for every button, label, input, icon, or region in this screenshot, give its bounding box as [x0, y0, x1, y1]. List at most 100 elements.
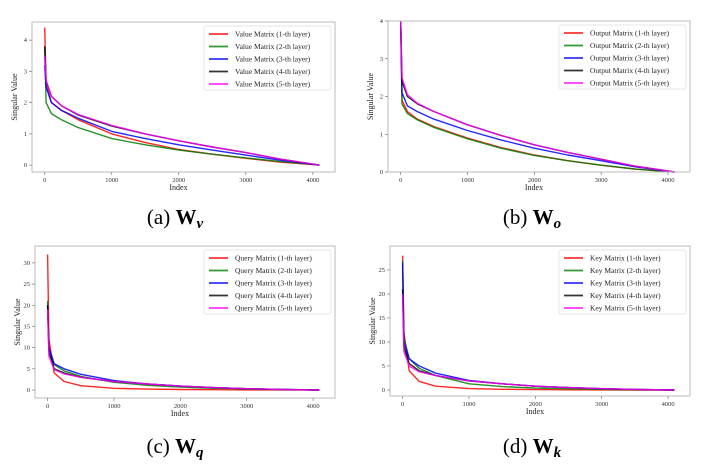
x-tick-label: 1000	[462, 401, 475, 408]
axes-frame	[389, 245, 691, 397]
legend-label-layer-1: Key Matrix (1-th layer)	[590, 254, 661, 263]
legend: Key Matrix (1-th layer) Key Matrix (2-th …	[558, 249, 687, 315]
x-tick-label: 0	[43, 177, 46, 184]
y-tick-label: 0	[382, 387, 385, 394]
legend-label-layer-1: Value Matrix (1-th layer)	[235, 30, 311, 39]
y-tick-label: 4	[24, 37, 28, 44]
x-axis-label: Index	[526, 407, 544, 416]
y-axis-label: Singular Value	[10, 73, 19, 121]
legend-label-layer-4: Output Matrix (4-th layer)	[590, 66, 669, 75]
y-tick-label: 4	[380, 18, 384, 25]
subplot-a: 0 1000 2000 3000 4000 0 1 2 3 4 Index Singular Valu…	[10, 21, 336, 192]
x-tick-label: 2000	[529, 401, 542, 408]
x-tick-label: 3000	[240, 403, 253, 410]
x-axis-label: Index	[525, 183, 543, 192]
legend-box	[203, 25, 332, 91]
series-line-layer-5	[46, 309, 320, 391]
legend-box	[558, 249, 687, 315]
x-axis-label: Index	[171, 409, 189, 418]
caption-d: (d) Wk	[502, 434, 562, 461]
y-tick-label: 10	[24, 345, 31, 352]
legend-label-layer-4: Query Matrix (4-th layer)	[235, 291, 312, 300]
legend-label-layer-2: Output Matrix (2-th layer)	[590, 41, 669, 50]
x-tick-label: 1000	[461, 177, 474, 184]
x-tick-label: 3000	[239, 177, 252, 184]
y-tick-label: 0	[24, 162, 27, 169]
legend-label-layer-4: Value Matrix (4-th layer)	[235, 67, 311, 76]
axes-frame	[34, 245, 336, 399]
y-tick-label: 2	[24, 100, 27, 107]
x-tick-label: 1000	[107, 403, 120, 410]
axes-frame	[31, 21, 336, 173]
legend: Value Matrix (1-th layer) Value Matrix (2…	[203, 25, 332, 91]
series-line-layer-3	[44, 65, 320, 166]
legend: Output Matrix (1-th layer) Output Matrix …	[558, 24, 687, 90]
series-line-layer-5	[44, 55, 320, 166]
x-tick-label: 2000	[528, 177, 541, 184]
legend-label-layer-5: Key Matrix (5-th layer)	[590, 304, 661, 313]
y-tick-label: 1	[380, 131, 383, 138]
y-tick-label: 5	[27, 366, 30, 373]
x-tick-label: 0	[401, 401, 404, 408]
y-tick-label: 3	[380, 56, 383, 63]
caption-a: (a) Wv	[146, 205, 204, 232]
legend-box	[203, 249, 332, 315]
x-tick-label: 4000	[307, 403, 320, 410]
caption-b: (b) Wo	[502, 205, 562, 232]
series-line-layer-3	[400, 20, 675, 173]
series-line-layer-2	[400, 20, 675, 173]
x-axis-label: Index	[169, 183, 187, 192]
x-tick-label: 3000	[595, 177, 608, 184]
subplot-d: 0 1000 2000 3000 4000 0 5 10 15 20 25 Index Singular…	[368, 245, 691, 416]
legend-label-layer-3: Value Matrix (3-th layer)	[235, 55, 311, 64]
y-tick-label: 15	[379, 315, 386, 322]
y-tick-label: 0	[380, 169, 383, 176]
legend-label-layer-5: Query Matrix (5-th layer)	[235, 304, 312, 313]
legend-box	[558, 24, 687, 90]
y-tick-label: 3	[24, 68, 27, 75]
y-tick-label: 30	[24, 260, 31, 267]
y-tick-label: 1	[24, 131, 27, 138]
y-tick-label: 25	[24, 281, 31, 288]
legend-label-layer-3: Query Matrix (3-th layer)	[235, 279, 312, 288]
legend-label-layer-2: Value Matrix (2-th layer)	[235, 42, 311, 51]
y-tick-label: 10	[379, 339, 386, 346]
x-tick-label: 4000	[662, 401, 675, 408]
y-axis-label: Singular Value	[368, 297, 377, 345]
legend-label-layer-2: Key Matrix (2-th layer)	[590, 266, 661, 275]
y-tick-label: 20	[24, 302, 31, 309]
y-tick-label: 20	[379, 291, 386, 298]
legend-label-layer-5: Output Matrix (5-th layer)	[590, 79, 669, 88]
x-tick-label: 3000	[595, 401, 608, 408]
x-tick-label: 0	[399, 177, 402, 184]
x-tick-label: 2000	[174, 403, 187, 410]
subplot-c: 0 1000 2000 3000 4000 0 5 10 15 20 25 30 Index Singul…	[13, 245, 336, 418]
series-line-layer-5	[400, 20, 675, 173]
y-tick-label: 25	[379, 267, 386, 274]
legend-label-layer-3: Output Matrix (3-th layer)	[590, 54, 669, 63]
legend-label-layer-1: Query Matrix (1-th layer)	[235, 254, 312, 263]
y-axis-label: Singular Value	[13, 298, 22, 346]
y-axis-label: Singular Value	[366, 72, 375, 120]
x-tick-label: 0	[46, 403, 49, 410]
caption-c: (c) Wq	[146, 434, 204, 461]
series-line-layer-2	[44, 46, 320, 166]
legend-label-layer-3: Key Matrix (3-th layer)	[590, 279, 661, 288]
legend-label-layer-1: Output Matrix (1-th layer)	[590, 29, 669, 38]
legend: Query Matrix (1-th layer) Query Matrix (2…	[203, 249, 332, 315]
y-tick-label: 0	[27, 387, 30, 394]
y-tick-label: 5	[382, 363, 385, 370]
series-line-layer-2	[46, 300, 320, 391]
series-line-layer-5	[401, 293, 675, 391]
legend-label-layer-4: Key Matrix (4-th layer)	[590, 291, 661, 300]
x-tick-label: 4000	[306, 177, 319, 184]
subplot-b: 0 1000 2000 3000 4000 0 1 2 3 4 Index Singular Valu…	[366, 18, 691, 192]
x-tick-label: 4000	[661, 177, 674, 184]
legend-label-layer-5: Value Matrix (5-th layer)	[235, 80, 311, 89]
legend-label-layer-2: Query Matrix (2-th layer)	[235, 266, 312, 275]
y-tick-label: 15	[24, 323, 31, 330]
x-tick-label: 1000	[105, 177, 118, 184]
y-tick-label: 2	[380, 94, 383, 101]
x-tick-label: 2000	[172, 177, 185, 184]
